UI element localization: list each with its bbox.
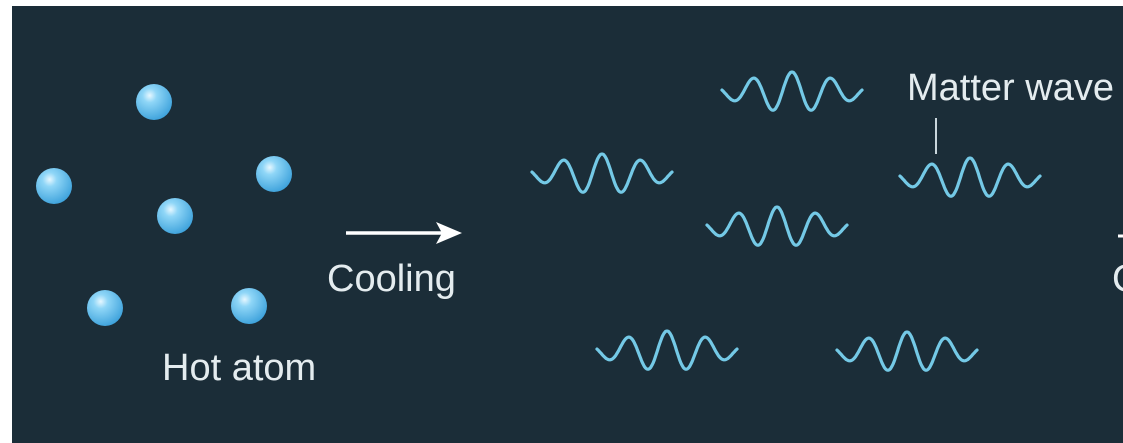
diagram-svg: Hot atom Cooling Matter wave C [36, 67, 1123, 389]
wave-icon [530, 152, 674, 194]
wave-icon [595, 329, 739, 371]
hot-atoms-group [36, 84, 292, 326]
cooling-arrow-icon [346, 222, 462, 244]
wave-icon [720, 70, 864, 112]
atom-icon [256, 156, 292, 192]
diagram-canvas: Hot atom Cooling Matter wave C [12, 6, 1123, 443]
cut-off-label-fragment: C [1112, 258, 1123, 300]
atom-icon [231, 288, 267, 324]
matter-waves-group [530, 70, 1042, 372]
wave-icon [835, 330, 979, 372]
cooling-label: Cooling [327, 258, 456, 300]
wave-icon [898, 156, 1042, 198]
atom-icon [87, 290, 123, 326]
atom-icon [136, 84, 172, 120]
atom-icon [36, 168, 72, 204]
wave-icon [705, 205, 849, 247]
hot-atom-label: Hot atom [162, 347, 316, 389]
matter-wave-label: Matter wave [907, 67, 1114, 109]
atom-icon [157, 198, 193, 234]
